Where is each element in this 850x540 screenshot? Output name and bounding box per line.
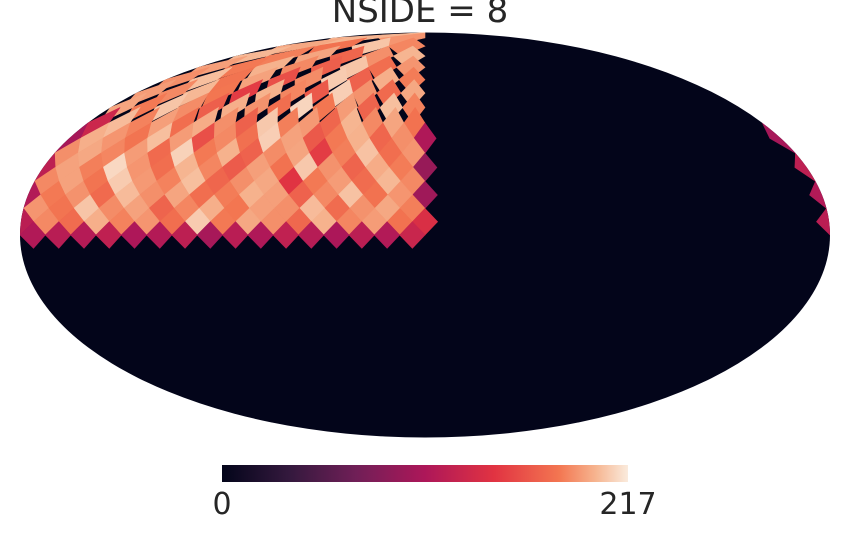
healpix-pixel	[373, 221, 401, 249]
healpix-pixel	[70, 221, 97, 249]
healpix-pixel	[399, 221, 426, 249]
healpix-pixel	[120, 221, 147, 249]
healpix-pixel	[95, 221, 122, 249]
healpix-pixel	[348, 221, 375, 249]
healpix-pixel	[20, 221, 46, 249]
colorbar	[222, 465, 628, 482]
colorbar-tick-label: 0	[212, 487, 231, 522]
map-title: NSIDE = 8	[332, 0, 508, 31]
healpix-pixel	[171, 221, 198, 249]
healpix-pixel	[44, 221, 72, 249]
healpix-pixel	[222, 221, 249, 249]
healpix-pixel	[146, 221, 173, 249]
colorbar-tick-label: 217	[599, 487, 656, 522]
healpix-pixel	[247, 221, 274, 249]
healpix-pixel	[272, 221, 299, 249]
healpix-pixel	[196, 221, 223, 249]
pixel-layer	[20, 32, 830, 249]
healpix-pixel	[323, 221, 350, 249]
healpix-pixel	[298, 221, 325, 249]
